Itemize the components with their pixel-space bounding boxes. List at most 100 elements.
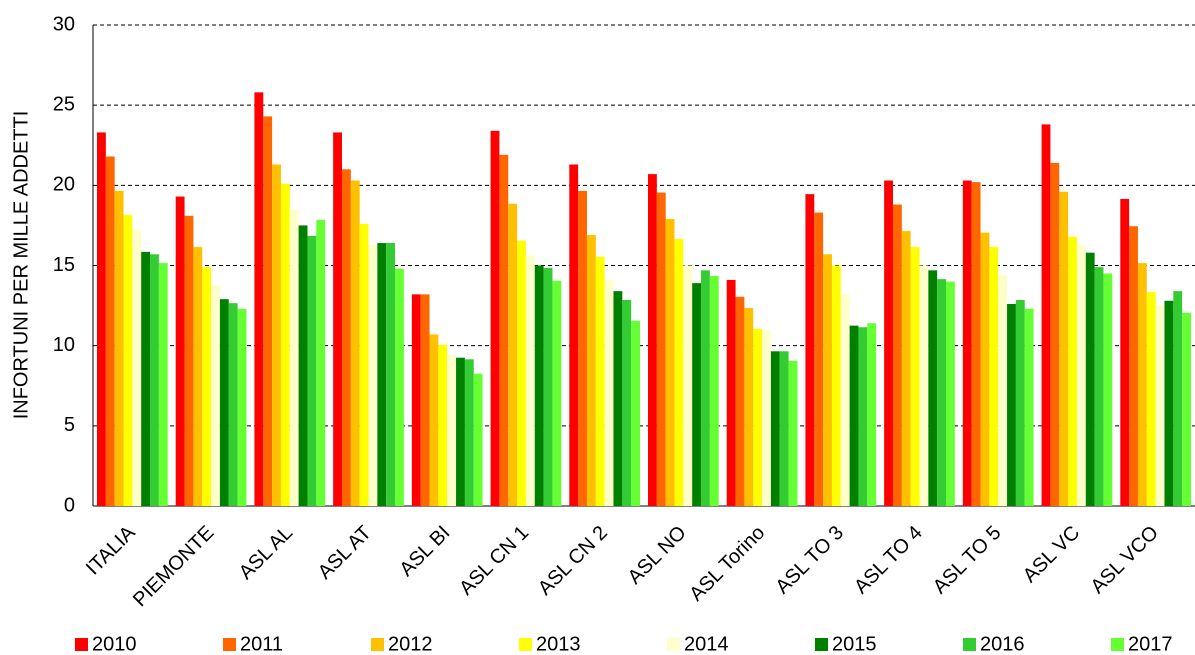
bar xyxy=(989,247,999,507)
bar xyxy=(1103,273,1113,506)
bar xyxy=(280,183,290,507)
bar xyxy=(97,132,106,506)
bar xyxy=(840,294,850,506)
legend-label: 2017 xyxy=(1128,633,1173,655)
bar xyxy=(788,360,798,506)
bar xyxy=(586,235,596,506)
bar xyxy=(359,223,369,506)
bar xyxy=(884,180,893,507)
legend-swatch xyxy=(667,638,680,651)
bar xyxy=(1164,300,1174,506)
bar xyxy=(744,307,754,506)
bar xyxy=(1068,236,1077,506)
y-tick-label: 10 xyxy=(53,334,75,356)
bar xyxy=(946,281,955,506)
bar xyxy=(395,268,404,506)
x-tick-label: ASL AT xyxy=(314,522,376,584)
bar xyxy=(971,182,981,507)
bar xyxy=(656,192,666,506)
bar xyxy=(805,194,815,506)
legend-label: 2010 xyxy=(92,633,137,655)
legend-label: 2016 xyxy=(980,633,1025,655)
bar xyxy=(910,247,920,507)
bar xyxy=(517,240,526,507)
bar xyxy=(464,359,474,506)
bar xyxy=(683,265,693,506)
bar xyxy=(105,156,115,506)
bar xyxy=(298,225,308,506)
legend-label: 2012 xyxy=(388,633,433,655)
bar xyxy=(674,239,684,507)
bar xyxy=(228,303,238,506)
bar xyxy=(578,190,587,506)
y-tick-label: 30 xyxy=(53,13,75,35)
bar xyxy=(814,212,824,506)
y-tick-label: 25 xyxy=(53,93,75,115)
bar xyxy=(377,243,387,506)
bar xyxy=(525,255,535,506)
legend-swatch xyxy=(223,638,236,651)
bar xyxy=(1007,303,1016,506)
bar xyxy=(307,235,317,507)
legend-swatch xyxy=(519,638,532,651)
bar xyxy=(735,296,745,506)
bar xyxy=(141,251,151,506)
bar xyxy=(114,190,124,506)
legend-label: 2013 xyxy=(536,633,581,655)
x-tick-label: ASL Torino xyxy=(685,522,769,606)
x-tick-label: ASL CN 2 xyxy=(534,522,612,600)
bar xyxy=(709,275,719,506)
bar xyxy=(456,357,465,506)
y-axis-label: INFORTUNI PER MILLE ADDETTI xyxy=(10,111,32,420)
bar xyxy=(333,132,342,506)
bar xyxy=(1094,267,1104,506)
bar xyxy=(1076,244,1086,506)
bar xyxy=(237,308,247,506)
bar xyxy=(1015,299,1025,506)
x-tick-label: ASL CN 1 xyxy=(455,522,533,600)
bar xyxy=(420,294,430,506)
bar xyxy=(701,270,710,506)
y-tick-label: 15 xyxy=(53,254,75,276)
bar xyxy=(263,116,273,506)
x-tick-label: ASL TO 4 xyxy=(850,522,927,599)
x-tick-label: ASL VCO xyxy=(1087,522,1163,598)
legend-label: 2011 xyxy=(240,633,283,655)
legend-swatch xyxy=(815,638,828,651)
bar xyxy=(438,344,448,506)
legend-label: 2014 xyxy=(684,633,729,655)
bar xyxy=(867,323,877,506)
bar xyxy=(175,196,185,506)
bar xyxy=(770,351,780,506)
bar xyxy=(631,320,640,506)
bar xyxy=(823,254,832,506)
y-tick-label: 5 xyxy=(64,414,75,436)
bar xyxy=(1146,291,1156,506)
bar xyxy=(1024,308,1034,506)
y-tick-label: 20 xyxy=(53,174,75,196)
bar xyxy=(193,247,203,507)
bar xyxy=(726,279,736,506)
bar xyxy=(665,219,675,506)
bar xyxy=(1085,252,1095,506)
bar xyxy=(919,265,929,506)
x-tick-label: ASL NO xyxy=(624,522,691,589)
bar xyxy=(123,214,133,506)
x-tick-label: ITALIA xyxy=(82,521,140,579)
bar xyxy=(316,219,326,506)
x-tick-label: ASL AL xyxy=(235,522,297,584)
bar xyxy=(211,284,220,506)
bar xyxy=(543,267,553,506)
legend-swatch xyxy=(963,638,976,651)
bar xyxy=(928,270,938,506)
bar xyxy=(648,174,657,507)
bar xyxy=(534,265,544,506)
bar xyxy=(1155,304,1165,506)
bar xyxy=(831,265,841,506)
bar xyxy=(150,254,159,506)
legend-swatch xyxy=(371,638,384,651)
bar xyxy=(1182,312,1191,506)
bar xyxy=(272,164,281,507)
legend-swatch xyxy=(1111,638,1124,651)
